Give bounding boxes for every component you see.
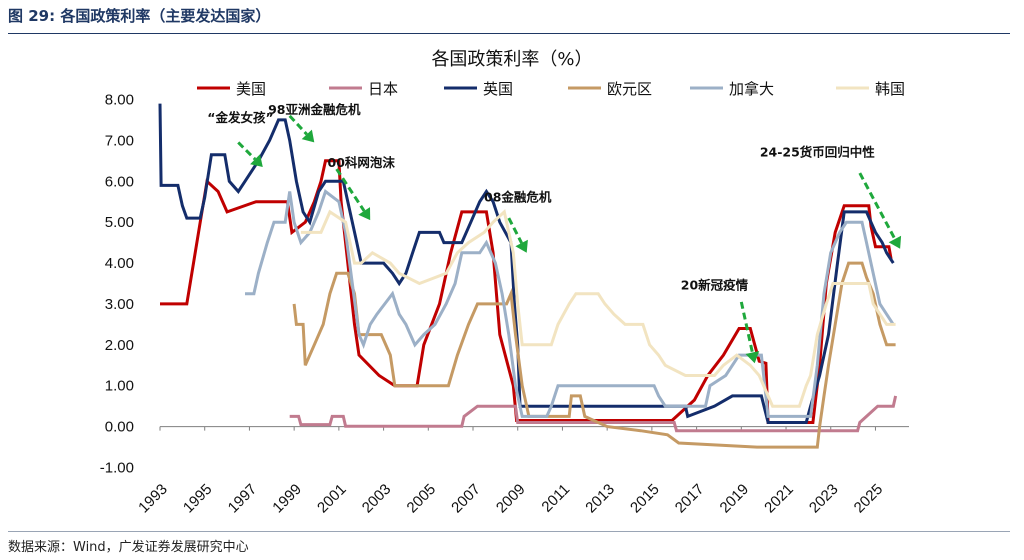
arrow-head-3 (515, 239, 528, 253)
annotation-label-2: 00科网泡沫 (328, 155, 396, 170)
annotation-arrow-2 (335, 168, 371, 221)
y-tick-label-4: 4.00 (105, 255, 134, 272)
x-tick-label-1: 1995 (180, 481, 216, 517)
annotation-arrow-0 (237, 141, 263, 167)
x-tick-label-13: 2019 (717, 481, 753, 517)
series-lines (158, 103, 898, 449)
x-tick-label-15: 2023 (806, 481, 842, 517)
x-tick-label-11: 2015 (627, 481, 663, 517)
x-tick-label-7: 2007 (448, 481, 484, 517)
series-line-4 (245, 189, 895, 418)
annotation-arrows (237, 114, 902, 364)
legend-label-1: 日本 (368, 80, 398, 98)
x-tick-label-2: 1997 (225, 481, 261, 517)
series-line-2 (158, 103, 895, 424)
x-tick-label-12: 2017 (672, 481, 708, 517)
annotations: “金发女孩”98亚洲金融危机 00科网泡沫 08金融危机 20新冠疫情 24-25货币回… (207, 102, 875, 293)
y-tick-label-0: 8.00 (105, 92, 134, 109)
annotation-arrow-4 (739, 301, 760, 364)
annotation-label-5: 24-25货币回归中性 (760, 145, 875, 160)
legend-label-2: 英国 (483, 80, 513, 98)
arrow-shaft-5 (858, 172, 897, 240)
chart-title: 各国政策利率（%） (431, 49, 592, 70)
series-line-1 (289, 395, 898, 433)
figure-caption: 图 29: 各国政策利率（主要发达国家） (8, 7, 271, 25)
arrow-head-4 (745, 351, 760, 364)
arrow-head-1 (301, 129, 315, 143)
series-line-3 (292, 261, 896, 449)
arrow-shaft-1 (288, 114, 308, 136)
x-tick-label-4: 2001 (314, 481, 350, 517)
x-axis: 1993 1995 1997 1999 2001 2003 2005 2007 2009 2011… (135, 426, 909, 517)
legend-label-3: 欧元区 (607, 80, 652, 98)
y-tick-label-1: 7.00 (105, 132, 134, 149)
x-tick-label-6: 2005 (404, 481, 440, 517)
y-tick-label-5: 3.00 (105, 296, 134, 313)
legend-label-0: 美国 (236, 80, 266, 98)
y-tick-label-7: 1.00 (105, 378, 134, 395)
chart-legend: 美国 日本 英国 欧元区 加拿大 韩国 (197, 80, 905, 98)
arrow-head-0 (250, 154, 263, 167)
x-tick-label-0: 1993 (135, 481, 171, 517)
y-tick-label-8: 0.00 (105, 419, 134, 436)
annotation-label-1: 98亚洲金融危机 (268, 102, 361, 117)
series-line-5 (300, 209, 896, 408)
x-tick-label-8: 2009 (493, 481, 529, 517)
annotation-arrow-1 (288, 114, 315, 143)
annotation-label-0: “金发女孩” (207, 110, 273, 125)
arrow-shaft-0 (237, 141, 257, 161)
source-rule (8, 531, 1010, 532)
x-tick-label-10: 2013 (582, 481, 618, 517)
annotation-label-3: 08金融危机 (484, 190, 552, 205)
caption-rule (8, 33, 1010, 34)
arrow-head-2 (358, 207, 371, 221)
y-tick-label-3: 5.00 (105, 214, 134, 231)
arrow-shaft-2 (335, 168, 366, 212)
x-tick-label-9: 2011 (538, 481, 573, 516)
data-source: 数据来源：Wind，广发证券发展研究中心 (8, 540, 249, 555)
y-tick-label-6: 2.00 (105, 337, 134, 354)
y-tick-label-2: 6.00 (105, 173, 134, 190)
annotation-label-4: 20新冠疫情 (681, 278, 749, 293)
y-tick-label-9: -1.00 (100, 460, 134, 477)
policy-rate-chart: 各国政策利率（%） 美国 日本 英国 欧元区 加拿大 韩国 8.00 7.00 6.00 5.0… (100, 49, 909, 517)
legend-label-5: 韩国 (875, 80, 905, 98)
arrow-shaft-3 (507, 217, 523, 244)
annotation-arrow-3 (507, 217, 528, 253)
arrow-head-5 (888, 235, 902, 249)
x-tick-label-3: 1999 (269, 481, 305, 517)
x-tick-label-14: 2021 (761, 481, 797, 517)
y-axis: 8.00 7.00 6.00 5.00 4.00 3.00 2.00 1.00 0.00 -1.0… (100, 92, 134, 477)
arrow-shaft-4 (739, 301, 754, 353)
x-tick-label-16: 2025 (851, 481, 887, 517)
legend-label-4: 加拿大 (729, 80, 774, 98)
annotation-arrow-5 (858, 172, 902, 249)
x-tick-label-5: 2003 (359, 481, 395, 517)
